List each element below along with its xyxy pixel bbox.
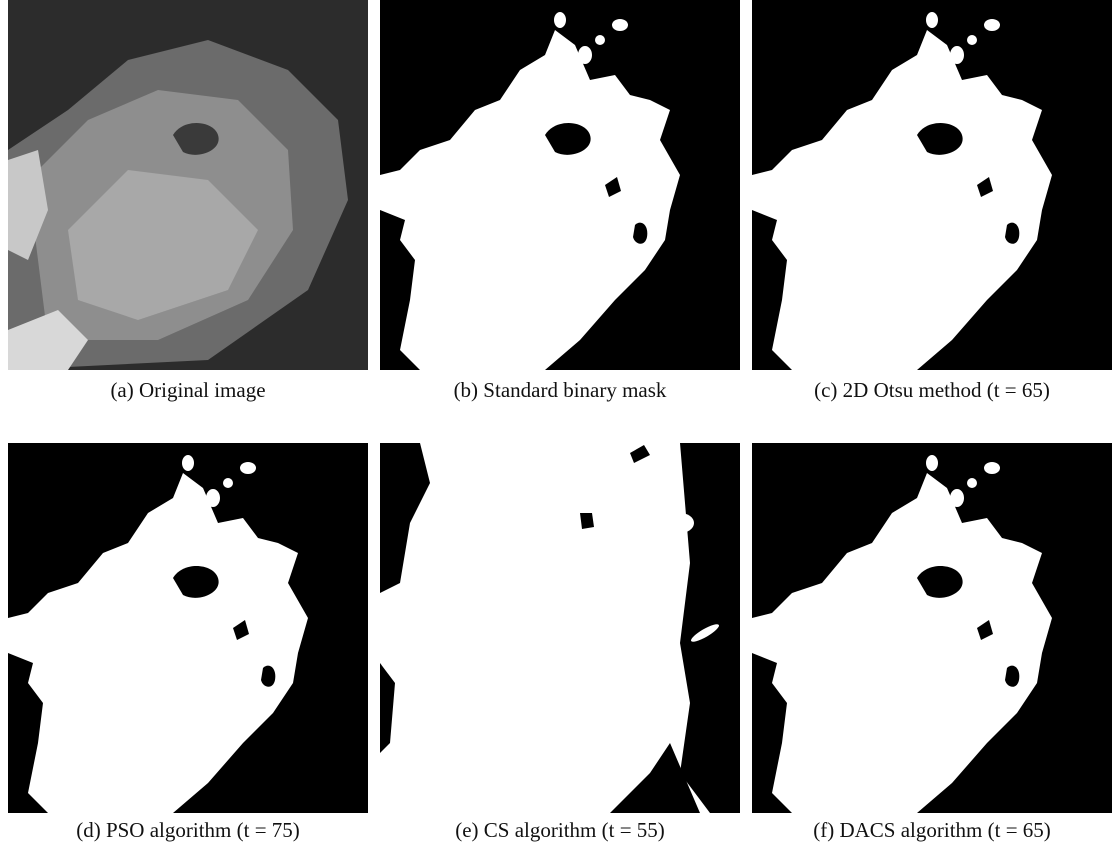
cs-result [380, 443, 740, 813]
figure: {"figure": {"captions": [ "(a) Original … [0, 0, 1115, 852]
binary-mask [380, 0, 740, 370]
caption: (a) Original image [2, 378, 374, 403]
original-image [8, 0, 368, 370]
dacs-result [752, 443, 1112, 813]
caption: (e) CS algorithm (t = 55) [374, 818, 746, 843]
pso-result [8, 443, 368, 813]
caption: (c) 2D Otsu method (t = 65) [746, 378, 1115, 403]
caption: (b) Standard binary mask [374, 378, 746, 403]
caption: (f) DACS algorithm (t = 65) [746, 818, 1115, 843]
caption: (d) PSO algorithm (t = 75) [2, 818, 374, 843]
otsu-result [752, 0, 1112, 370]
